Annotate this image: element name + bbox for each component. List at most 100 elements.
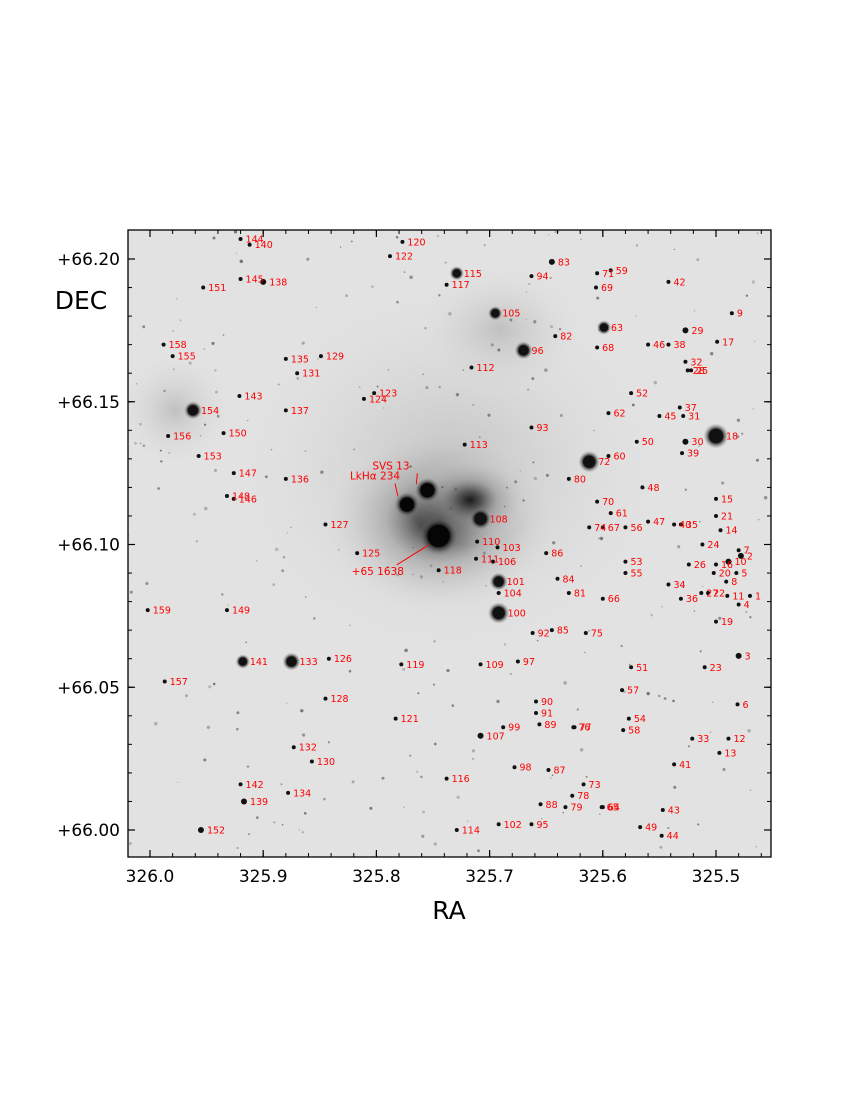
field-star <box>338 549 340 551</box>
star-marker-55 <box>623 571 628 576</box>
star-label-113: 113 <box>470 440 488 451</box>
field-star <box>213 468 218 472</box>
star-label-140: 140 <box>255 240 273 251</box>
field-star <box>409 465 412 468</box>
star-marker-50 <box>634 439 639 444</box>
field-star <box>639 663 641 665</box>
star-marker-130 <box>309 759 314 764</box>
field-star <box>345 294 349 298</box>
star-marker-19 <box>714 619 718 624</box>
star-marker-39 <box>680 451 685 456</box>
field-star <box>646 691 650 696</box>
star-marker-101 <box>493 576 504 587</box>
field-star <box>456 795 460 800</box>
star-label-134: 134 <box>293 788 311 799</box>
star-label-153: 153 <box>204 451 222 462</box>
star-marker-47 <box>646 519 651 524</box>
star-marker-77 <box>572 725 577 730</box>
named-source-leader <box>396 544 429 566</box>
star-marker-56 <box>623 525 628 530</box>
field-star <box>755 845 758 848</box>
star-marker-18 <box>709 429 723 444</box>
field-star <box>631 403 635 407</box>
field-star <box>412 546 414 549</box>
field-star <box>159 449 162 452</box>
field-star <box>304 596 307 598</box>
star-label-60: 60 <box>613 451 625 462</box>
field-star <box>749 789 752 792</box>
star-label-30: 30 <box>691 437 703 448</box>
field-star <box>660 340 663 343</box>
field-star <box>274 547 279 552</box>
star-marker-44 <box>659 833 664 838</box>
star-marker-87 <box>546 768 551 773</box>
field-star <box>421 834 425 838</box>
star-label-34: 34 <box>673 580 685 591</box>
field-star <box>203 506 208 511</box>
star-label-75: 75 <box>591 629 603 640</box>
field-star <box>747 729 751 733</box>
field-star <box>559 413 563 418</box>
star-marker-31 <box>681 414 686 419</box>
field-star <box>280 783 283 786</box>
field-star <box>163 389 166 393</box>
field-star <box>176 781 179 784</box>
field-star <box>236 727 239 731</box>
field-star <box>497 348 501 352</box>
field-star <box>245 641 248 644</box>
star-marker-96 <box>518 345 529 356</box>
star-label-128: 128 <box>330 694 348 705</box>
field-star <box>422 373 424 376</box>
field-star <box>693 310 696 312</box>
star-label-23: 23 <box>710 663 722 674</box>
field-star <box>236 711 240 715</box>
star-marker-73 <box>581 782 586 787</box>
field-star <box>428 505 431 508</box>
star-marker-7 <box>736 548 741 553</box>
star-marker-94 <box>529 274 534 279</box>
star-marker-16 <box>714 562 718 567</box>
star-marker-113 <box>462 442 467 447</box>
field-star <box>709 351 714 356</box>
star-label-96: 96 <box>532 346 544 357</box>
field-star <box>404 648 408 653</box>
star-label-82: 82 <box>560 332 572 343</box>
star-label-144: 144 <box>246 235 264 246</box>
field-star <box>490 343 494 347</box>
star-label-26: 26 <box>694 560 706 571</box>
field-star <box>635 314 638 317</box>
field-star <box>437 235 439 237</box>
star-label-125: 125 <box>362 549 380 560</box>
named-source-label: LkHα 234 <box>350 471 400 483</box>
star-label-127: 127 <box>330 520 348 531</box>
field-star <box>558 327 562 331</box>
field-star <box>302 733 306 737</box>
star-marker-115 <box>452 269 461 278</box>
field-star <box>304 450 307 453</box>
star-label-148: 148 <box>232 491 250 502</box>
field-star <box>425 386 429 390</box>
field-star <box>514 480 518 484</box>
field-star <box>339 246 342 248</box>
field-star <box>455 393 460 397</box>
star-label-104: 104 <box>504 589 522 600</box>
field-star <box>433 842 437 846</box>
star-marker-6 <box>735 702 740 707</box>
star-marker-1 <box>747 593 752 598</box>
field-star <box>451 704 455 707</box>
field-star <box>135 383 138 385</box>
star-marker-69 <box>594 285 599 290</box>
star-marker-81 <box>566 591 571 596</box>
star-label-94: 94 <box>536 272 548 283</box>
star-marker-151 <box>201 285 206 290</box>
field-star <box>752 408 754 410</box>
field-star <box>519 470 521 472</box>
star-label-78: 78 <box>577 791 589 802</box>
field-star <box>506 486 508 489</box>
star-label-44: 44 <box>667 831 679 842</box>
star-marker-2 <box>737 552 744 559</box>
star-marker-119 <box>399 662 404 667</box>
field-star <box>176 297 178 300</box>
field-star <box>320 470 324 474</box>
star-label-16: 16 <box>721 560 733 571</box>
